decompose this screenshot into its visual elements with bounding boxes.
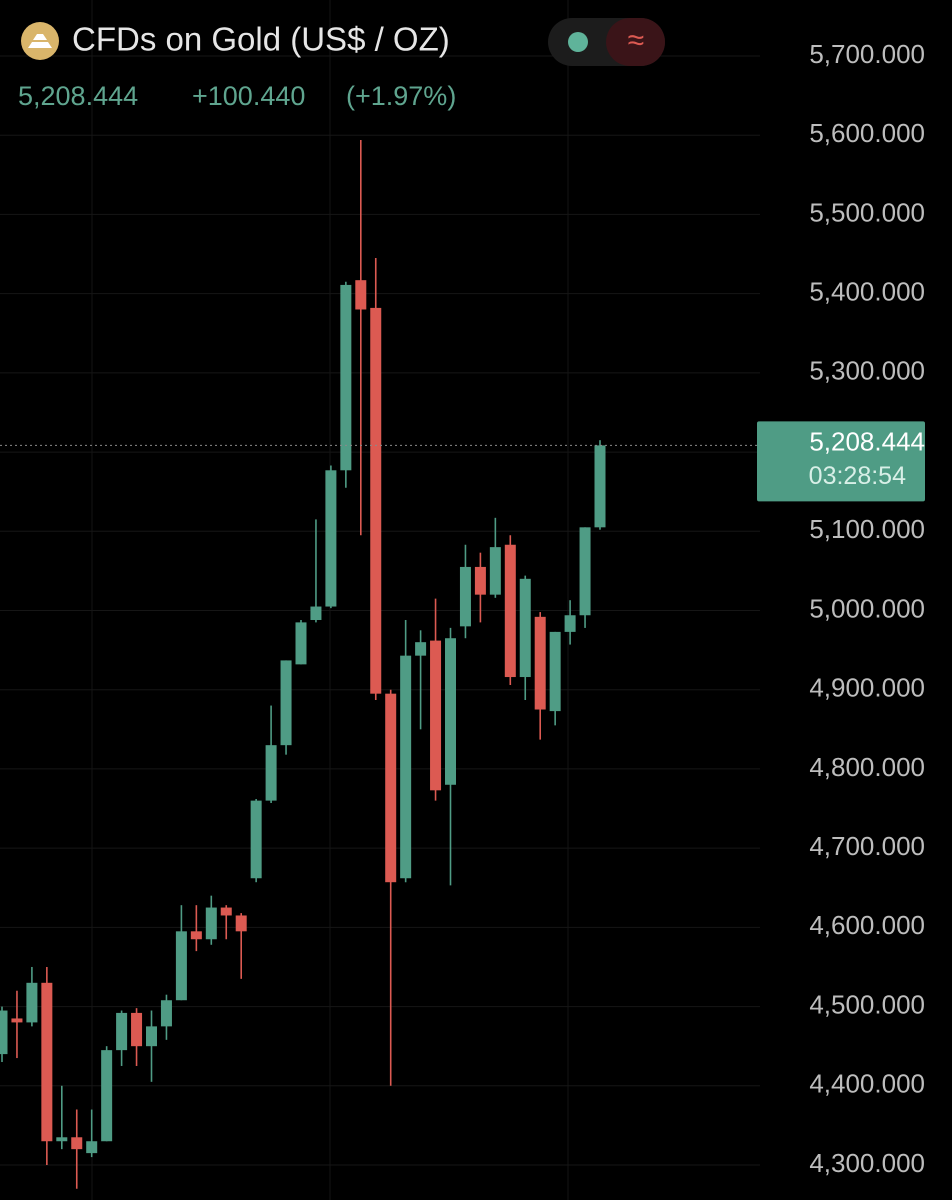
candle-body (86, 1141, 98, 1154)
toggle-right[interactable] (606, 18, 665, 66)
y-tick-label: 4,600.000 (809, 910, 925, 940)
candle-body (0, 1010, 8, 1055)
candle-body (534, 616, 546, 710)
last-price-label: 5,208.444 (809, 426, 925, 456)
y-tick-label: 5,100.000 (809, 514, 925, 544)
candle-body (250, 800, 262, 879)
candle-body (146, 1026, 157, 1047)
candle-body (400, 655, 412, 879)
candle-body (11, 1018, 23, 1023)
y-tick-label: 4,400.000 (809, 1069, 925, 1099)
candle-body (355, 280, 367, 310)
y-tick-label: 5,300.000 (809, 356, 925, 386)
y-tick-label: 4,900.000 (809, 673, 925, 703)
candle-body (474, 566, 486, 595)
y-tick-label: 5,600.000 (809, 118, 925, 148)
chart-title: CFDs on Gold (US$ / OZ) (72, 21, 450, 58)
candle-body (370, 307, 382, 694)
candle-body (579, 527, 591, 616)
candle-body (26, 982, 38, 1023)
y-tick-label: 4,800.000 (809, 752, 925, 782)
y-tick-label: 5,400.000 (809, 277, 925, 307)
candle-body (445, 638, 456, 785)
overlay: 4,300.000 4,400.000 4,500.000 4,600.000 4,70… (0, 39, 925, 1178)
toggle-dot (568, 32, 588, 52)
candle-body (190, 931, 202, 940)
candle-body (310, 606, 322, 621)
candle-body (549, 631, 561, 712)
candle-body (220, 907, 232, 916)
candle-body (205, 907, 217, 940)
candle-body (340, 284, 352, 471)
candle-body (459, 566, 471, 627)
countdown-label: 03:28:54 (809, 462, 906, 490)
candle-body (131, 1012, 143, 1047)
candle-body (295, 622, 307, 665)
candle-body (519, 578, 531, 678)
candles (0, 139, 606, 1189)
candle-body (101, 1050, 113, 1142)
candle-body (489, 547, 501, 595)
toggle-symbol: ≈ (628, 24, 644, 57)
last-price-box (757, 421, 925, 502)
candle-body (594, 445, 606, 528)
candle-body (116, 1012, 128, 1051)
candle-body (160, 1000, 172, 1027)
candle-body (564, 615, 576, 632)
gold-icon (21, 22, 59, 60)
candle-body (265, 745, 277, 801)
y-tick-label: 4,500.000 (809, 989, 925, 1019)
y-tick-label: 4,300.000 (809, 1148, 925, 1178)
header-change: +100.440 (192, 81, 305, 111)
y-tick-label: 5,700.000 (809, 39, 925, 69)
candle-body (71, 1137, 83, 1150)
header-change-pct: (+1.97%) (346, 81, 456, 111)
candle-body (430, 640, 442, 791)
candle-body (325, 470, 337, 607)
y-tick-label: 5,500.000 (809, 197, 925, 227)
gold-icon-bars (28, 34, 52, 48)
candle-body (56, 1137, 68, 1142)
candle-body (385, 693, 397, 883)
candle-body (235, 915, 247, 932)
candle-body (41, 982, 53, 1142)
candle-body (175, 931, 187, 1001)
y-tick-label: 5,000.000 (809, 593, 925, 623)
candle-body (504, 544, 516, 678)
candle-body (415, 642, 427, 656)
candle-body (280, 660, 292, 746)
header-price: 5,208.444 (18, 81, 138, 111)
y-tick-label: 4,700.000 (809, 831, 925, 861)
